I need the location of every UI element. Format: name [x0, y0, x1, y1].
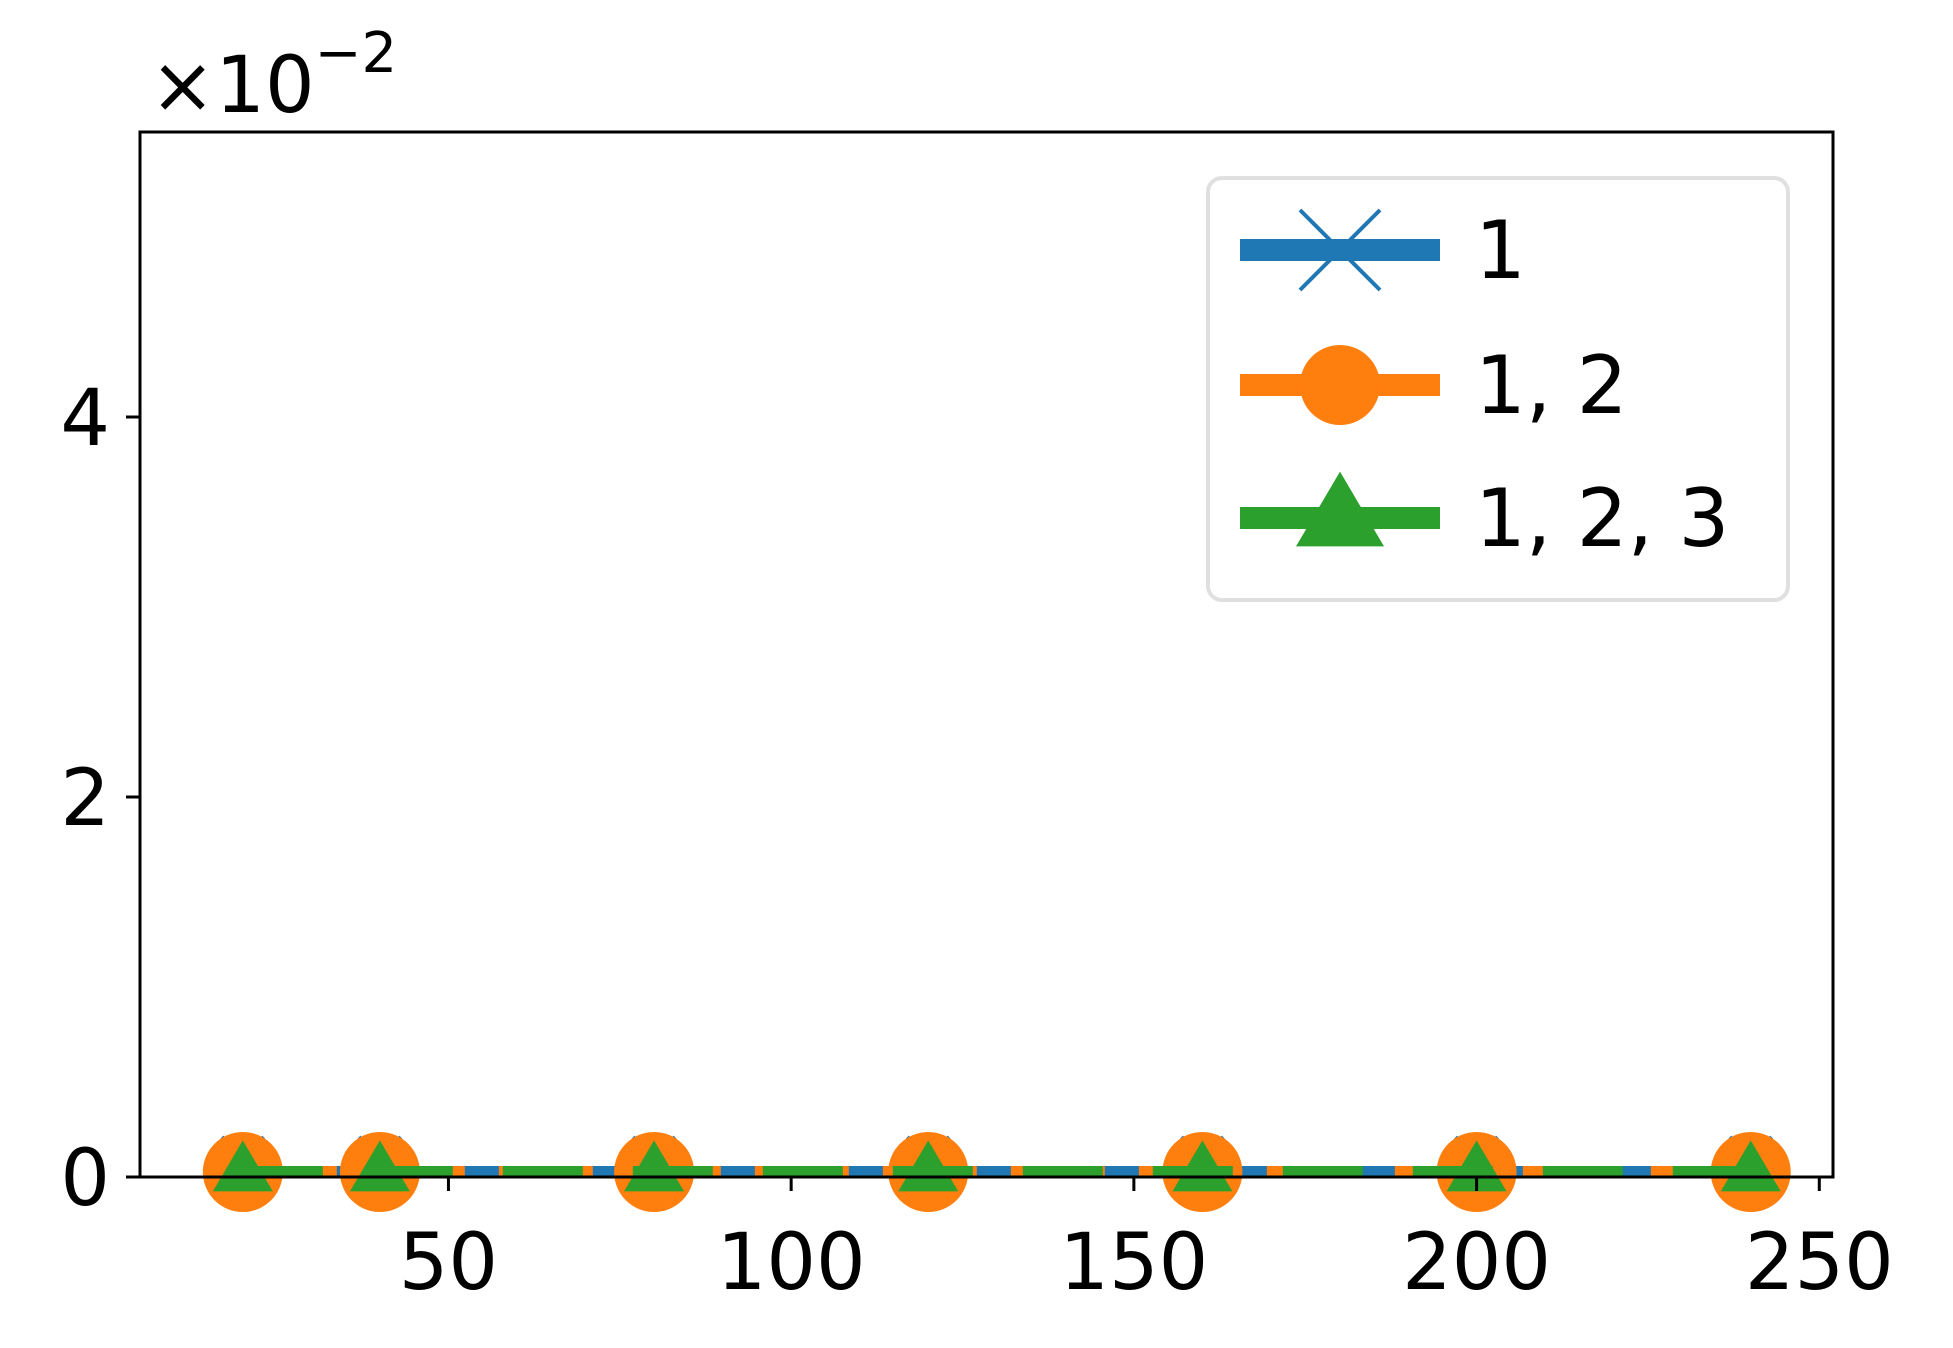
legend-item-3[interactable]: 1, 2, 3 [1240, 471, 1729, 565]
x-axis: 50 100 150 200 250 [399, 1177, 1894, 1308]
x-tick-label-100: 100 [717, 1218, 866, 1308]
series-3 [212, 1140, 1781, 1192]
legend-item-2[interactable]: 1, 2 [1240, 339, 1628, 432]
x-tick-label-150: 150 [1059, 1218, 1208, 1308]
y-axis: 0 2 4 [60, 374, 140, 1224]
legend-item-1[interactable]: 1 [1240, 204, 1526, 297]
data-point-3-6 [1446, 1140, 1507, 1192]
data-point-3-7 [1720, 1140, 1781, 1192]
data-point-3-3 [624, 1140, 685, 1192]
legend[interactable]: 1 1, 2 1, 2, 3 [1206, 176, 1790, 602]
legend-marker-2 [1300, 345, 1380, 425]
x-tick-label-50: 50 [399, 1218, 498, 1308]
legend-marker-1 [1298, 208, 1382, 292]
x-tick-label-250: 250 [1745, 1218, 1894, 1308]
x-tick-label-200: 200 [1402, 1218, 1551, 1308]
y-offset-label: ×10−2 [150, 21, 397, 131]
axes-frame [138, 130, 1835, 1179]
data-point-3-4 [898, 1140, 959, 1192]
legend-label-3: 1, 2, 3 [1475, 472, 1729, 565]
y-offset-exponent: −2 [315, 21, 398, 86]
legend-label-2: 1, 2 [1475, 339, 1628, 432]
data-point-3-2 [349, 1140, 410, 1192]
y-tick-label-2: 2 [60, 754, 110, 844]
y-tick-label-4: 4 [60, 374, 110, 464]
series-layer [202, 1132, 1791, 1212]
legend-label-1: 1 [1475, 204, 1526, 297]
data-point-3-1 [212, 1140, 273, 1192]
data-point-3-5 [1172, 1140, 1233, 1192]
legend-marker-3 [1296, 471, 1384, 547]
y-tick-label-0: 0 [60, 1134, 110, 1224]
